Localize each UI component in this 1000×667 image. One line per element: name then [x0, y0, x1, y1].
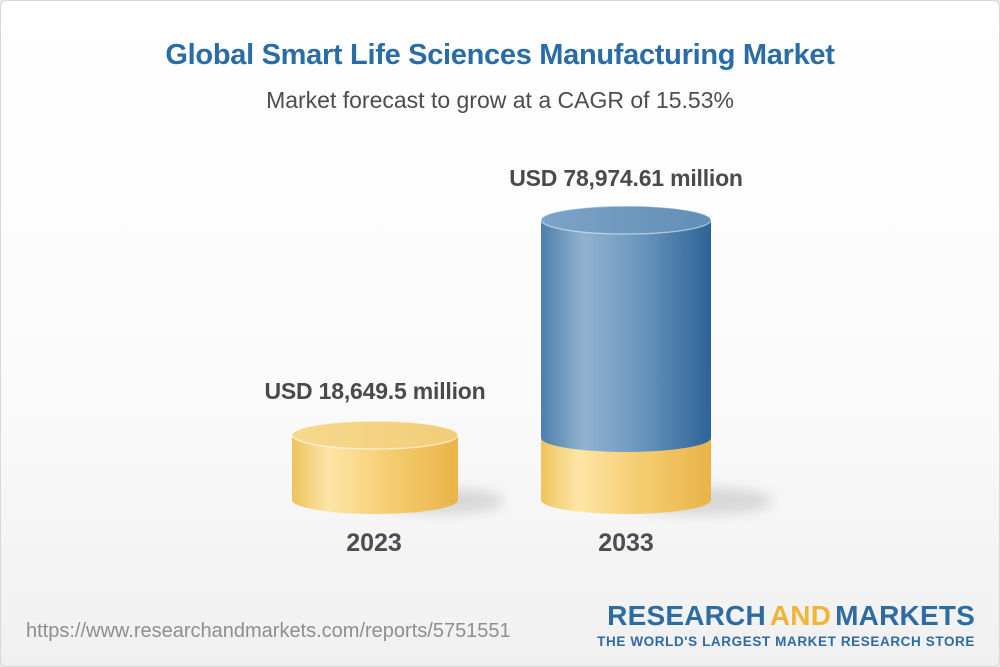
- bar-2033: [540, 205, 712, 514]
- bar-2033-growth-segment: [541, 220, 711, 452]
- bar-2023: [291, 420, 459, 514]
- logo-word-and: AND: [769, 600, 832, 631]
- value-label-2033: USD 78,974.61 million: [509, 165, 743, 191]
- logo-tagline: THE WORLD'S LARGEST MARKET RESEARCH STOR…: [597, 634, 975, 649]
- category-label-2033: 2033: [598, 529, 654, 557]
- logo-word-markets: MARKETS: [835, 600, 975, 631]
- report-url-text: https://www.researchandmarkets.com/repor…: [26, 620, 511, 642]
- value-label-2023: USD 18,649.5 million: [264, 378, 486, 404]
- logo-wordmark: RESEARCH AND MARKETS: [597, 602, 975, 630]
- logo-word-research: RESEARCH: [607, 600, 766, 631]
- category-label-2023: 2023: [346, 529, 402, 557]
- page-title: Global Smart Life Sciences Manufacturing…: [165, 39, 835, 71]
- bar-2033-base-segment: [541, 438, 711, 514]
- research-and-markets-logo: RESEARCH AND MARKETS THE WORLD'S LARGEST M…: [597, 602, 975, 649]
- page-subtitle: Market forecast to grow at a CAGR of 15.…: [266, 87, 734, 113]
